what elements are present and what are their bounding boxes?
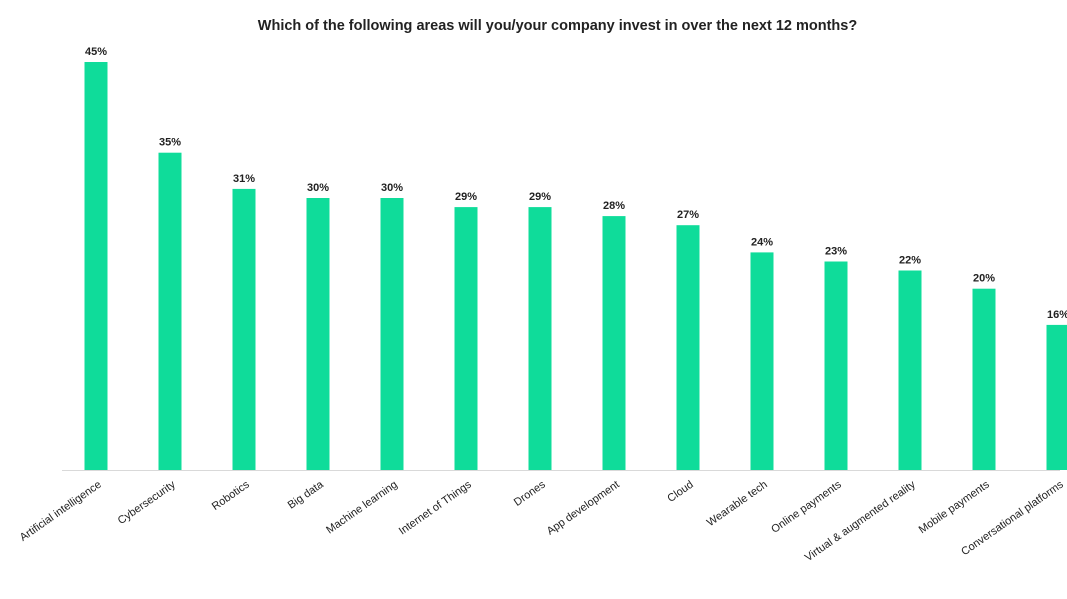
category-label-0: Artificial intelligence <box>18 479 104 544</box>
value-label-10: 23% <box>825 246 847 258</box>
category-labels-group: Artificial intelligence Cybersecurity Robo… <box>18 478 1066 564</box>
value-label-12: 20% <box>973 273 995 285</box>
category-label-4: Machine learning <box>324 479 400 537</box>
category-label-3: Big data <box>286 478 327 511</box>
value-label-2: 31% <box>233 173 255 185</box>
bar-13 <box>1046 324 1067 470</box>
category-label-6: Drones <box>512 478 548 508</box>
bar-6 <box>528 207 552 470</box>
value-label-1: 35% <box>159 137 181 149</box>
category-label-5: Internet of Things <box>397 478 474 537</box>
value-label-7: 28% <box>603 200 625 212</box>
value-label-6: 29% <box>529 191 551 203</box>
value-label-8: 27% <box>677 209 699 221</box>
bar-0 <box>84 62 108 470</box>
bar-7 <box>602 216 626 470</box>
bar-2 <box>232 188 256 470</box>
category-label-1: Cybersecurity <box>116 478 178 527</box>
value-label-4: 30% <box>381 182 403 194</box>
bar-9 <box>750 252 774 470</box>
category-label-9: Wearable tech <box>705 479 770 529</box>
category-label-8: Cloud <box>665 479 695 505</box>
category-label-12: Mobile payments <box>917 478 992 536</box>
category-label-2: Robotics <box>210 478 252 513</box>
bar-1 <box>158 152 182 470</box>
bar-11 <box>898 270 922 470</box>
value-label-3: 30% <box>307 182 329 194</box>
bar-10 <box>824 261 848 470</box>
bar-12 <box>972 288 996 470</box>
value-label-5: 29% <box>455 191 477 203</box>
category-label-10: Online payments <box>769 478 844 535</box>
bar-3 <box>306 198 330 470</box>
bar-8 <box>676 225 700 470</box>
chart-title: Which of the following areas will you/yo… <box>257 18 858 34</box>
category-label-7: App development <box>545 479 622 538</box>
bar-5 <box>454 207 478 470</box>
bars-group <box>84 62 1067 470</box>
value-label-13: 16% <box>1047 309 1067 321</box>
value-label-0: 45% <box>85 46 107 58</box>
value-label-9: 24% <box>751 236 773 248</box>
value-label-11: 22% <box>899 255 921 267</box>
value-labels-group: 45% 35% 31% 30% 30% 29% 29% 28% 27% 24% 23% 22% 20% 1… <box>85 46 1067 321</box>
bar-4 <box>380 198 404 470</box>
